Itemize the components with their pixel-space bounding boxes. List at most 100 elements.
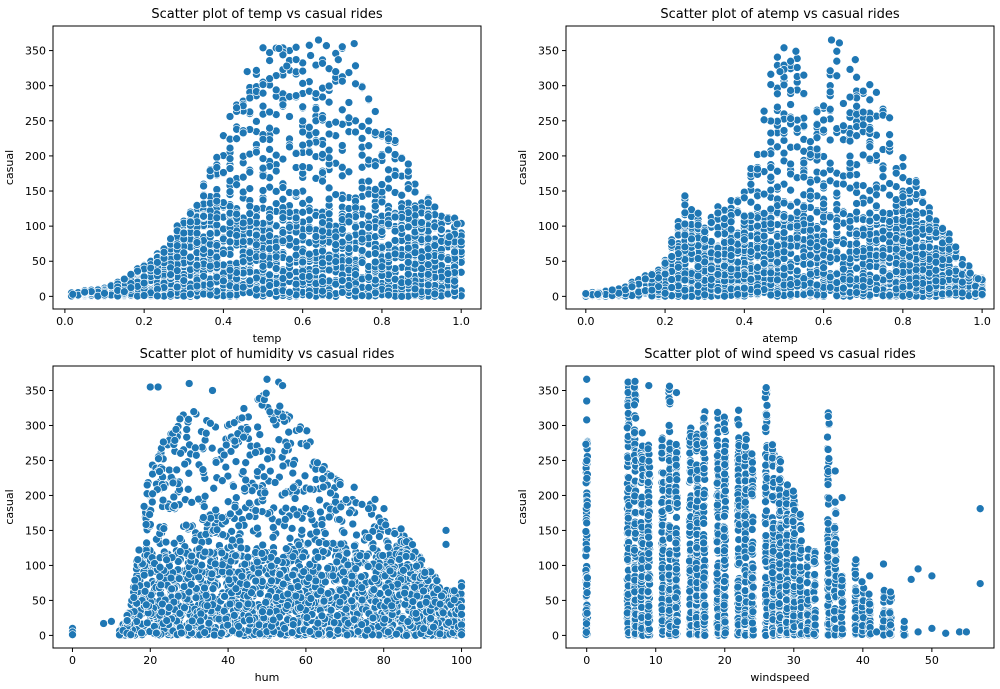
data-point xyxy=(282,61,292,71)
data-point xyxy=(212,241,222,250)
data-point xyxy=(337,105,347,115)
data-point xyxy=(166,290,175,299)
data-point xyxy=(291,188,301,198)
data-point xyxy=(318,113,327,123)
data-point xyxy=(153,258,162,267)
data-point xyxy=(324,183,334,193)
data-point xyxy=(337,225,347,234)
x-tick-label: 0.6 xyxy=(294,315,312,328)
data-point xyxy=(252,240,261,250)
data-point xyxy=(186,209,195,218)
data-point xyxy=(344,281,354,290)
data-point xyxy=(423,234,433,244)
data-point xyxy=(242,67,252,76)
data-point xyxy=(337,76,347,86)
data-point xyxy=(238,172,248,182)
data-point xyxy=(759,115,769,125)
data-point xyxy=(766,290,776,300)
data-point xyxy=(819,168,828,178)
data-point xyxy=(304,272,314,281)
y-tick-label: 350 xyxy=(25,45,46,58)
data-point xyxy=(852,207,861,217)
data-point xyxy=(225,265,235,275)
data-point xyxy=(423,280,433,290)
data-point xyxy=(298,79,308,88)
data-point xyxy=(773,166,782,176)
subplot-1: 0.0 0.2 0.4 0.6 0.8 1.0050100150200250300350S… xyxy=(3,7,482,345)
data-point xyxy=(238,218,248,228)
data-point xyxy=(417,218,426,227)
data-point xyxy=(812,144,822,154)
data-point xyxy=(377,151,387,161)
data-point xyxy=(252,117,261,126)
data-point xyxy=(199,245,208,254)
data-point xyxy=(311,232,321,241)
data-point xyxy=(318,246,327,256)
data-point xyxy=(219,276,228,286)
data-point xyxy=(304,249,314,259)
data-point xyxy=(265,281,274,290)
data-point xyxy=(278,100,288,110)
data-point xyxy=(806,177,815,187)
data-point xyxy=(891,244,901,254)
data-point xyxy=(258,101,268,111)
data-point xyxy=(337,288,347,297)
data-point xyxy=(265,145,274,154)
data-point xyxy=(430,289,440,299)
data-point xyxy=(766,80,776,89)
data-point xyxy=(845,136,855,146)
data-point xyxy=(384,145,393,155)
data-point xyxy=(430,241,440,250)
data-point xyxy=(403,166,413,176)
data-point xyxy=(693,208,703,218)
data-point xyxy=(384,290,393,300)
data-point xyxy=(397,190,407,200)
data-point xyxy=(344,113,354,123)
data-point xyxy=(232,231,241,240)
data-point xyxy=(377,180,387,189)
data-point xyxy=(885,139,894,149)
data-point xyxy=(865,142,875,152)
data-point xyxy=(199,271,208,281)
data-point xyxy=(199,181,208,191)
data-point xyxy=(186,289,195,299)
y-tick-label: 50 xyxy=(32,255,46,268)
data-point xyxy=(232,209,241,219)
data-point xyxy=(271,242,281,252)
data-point xyxy=(186,217,195,227)
y-axis-label: casual xyxy=(3,150,16,185)
data-point xyxy=(377,227,387,236)
data-point xyxy=(410,248,420,258)
data-point xyxy=(364,272,374,282)
data-point xyxy=(832,46,842,56)
data-point xyxy=(779,136,789,145)
data-point xyxy=(324,129,334,139)
data-point xyxy=(322,41,331,51)
data-point xyxy=(417,253,426,263)
data-point xyxy=(390,226,400,236)
data-point xyxy=(693,281,703,290)
data-point xyxy=(364,223,374,232)
data-point xyxy=(278,274,288,283)
data-point xyxy=(258,134,268,144)
data-point xyxy=(403,222,413,232)
data-point xyxy=(344,68,354,77)
data-point xyxy=(252,284,261,294)
data-point xyxy=(390,249,400,259)
data-point xyxy=(713,208,723,218)
subplot-2: 0.0 0.2 0.4 0.6 0.8 1.0050100150200250300350S… xyxy=(516,7,995,345)
scatter-points xyxy=(67,35,466,301)
data-point xyxy=(265,123,274,133)
data-point xyxy=(799,89,809,98)
data-point xyxy=(898,153,908,163)
data-point xyxy=(865,114,875,124)
data-point xyxy=(872,88,881,97)
data-point xyxy=(746,179,756,189)
data-point xyxy=(333,55,343,65)
data-point xyxy=(311,128,321,138)
data-point xyxy=(766,128,776,138)
x-axis-label: temp xyxy=(253,332,282,345)
data-point xyxy=(779,148,789,158)
data-point xyxy=(258,163,268,173)
data-point xyxy=(786,100,795,109)
